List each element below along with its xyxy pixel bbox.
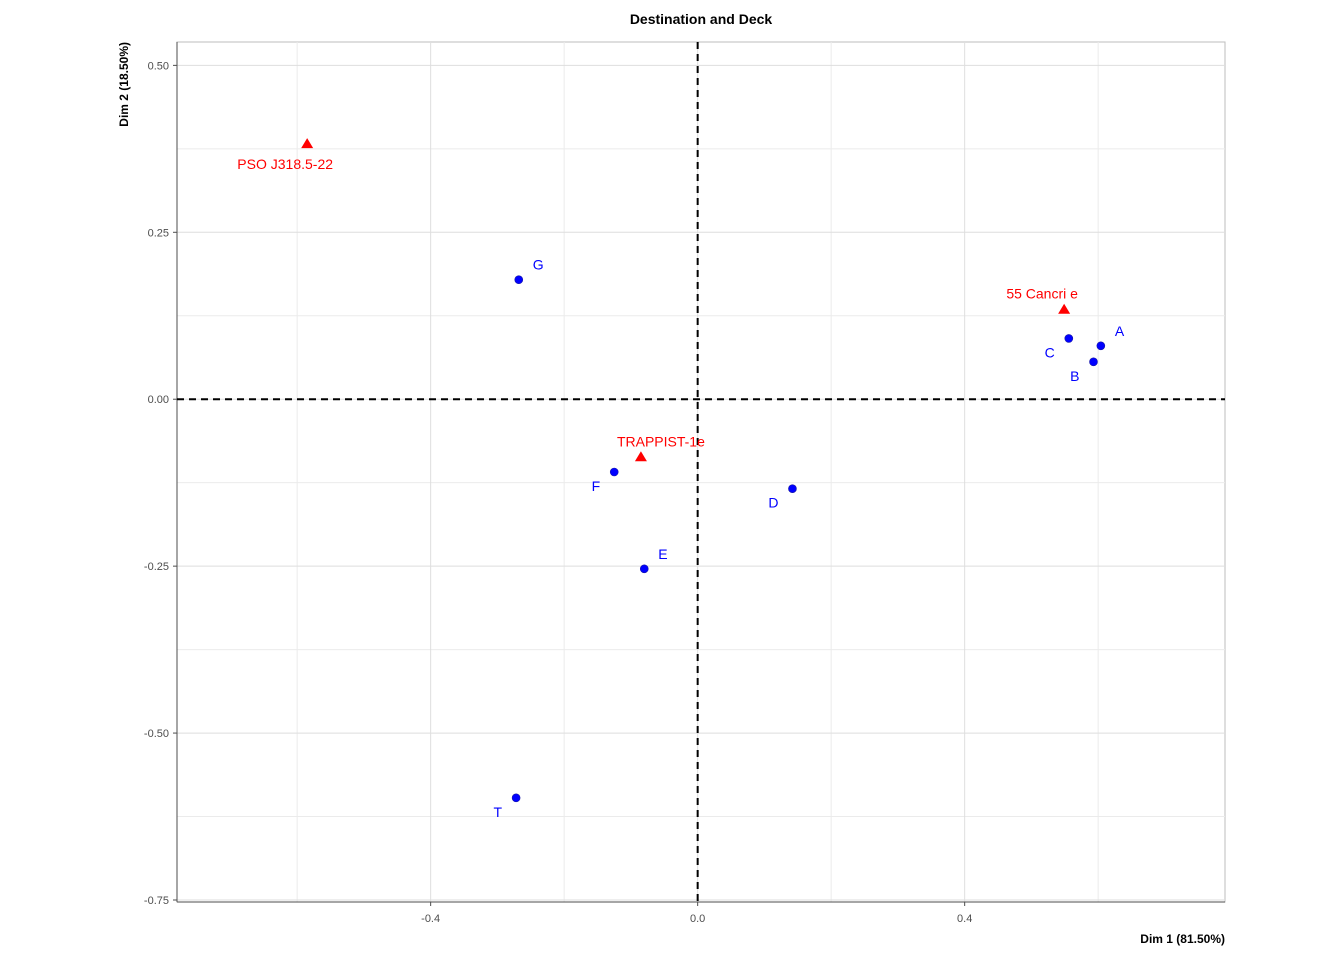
point-b <box>1089 357 1098 367</box>
point-trappist-1e <box>634 451 647 462</box>
reference-lines <box>177 42 1225 902</box>
point-55-cancri-e <box>1058 303 1071 314</box>
point-pso-j318-5-22 <box>301 138 314 149</box>
y-tick-label: 0.25 <box>148 227 169 239</box>
y-tick-label: 0.00 <box>148 394 169 406</box>
x-axis-ticks: -0.4 0.0 0.4 <box>421 902 972 925</box>
point-label-pso-j318-5-22: PSO J318.5-22 <box>237 156 333 172</box>
chart-title: Destination and Deck <box>630 11 773 27</box>
point-label-f: F <box>592 478 601 494</box>
point-c <box>1064 334 1074 343</box>
data-points: A BC D E F G T PSO J318.5-22 55 Cancri e TRAPPIST… <box>237 138 1125 820</box>
point-label-55-cancri-e: 55 Cancri e <box>1006 286 1078 302</box>
point-f <box>609 467 619 477</box>
grid-lines <box>176 42 1225 903</box>
point-a <box>1096 341 1106 351</box>
y-tick-label: -0.75 <box>144 895 169 907</box>
y-tick-label: -0.25 <box>144 561 169 573</box>
point-g <box>514 275 524 285</box>
x-axis-title: Dim 1 (81.50%) <box>1140 932 1225 946</box>
y-tick-label: -0.50 <box>144 728 169 740</box>
point-label-a: A <box>1115 323 1125 339</box>
point-label-d: D <box>768 495 778 511</box>
x-tick-label: -0.4 <box>421 913 440 925</box>
point-d <box>788 484 797 493</box>
point-e <box>639 564 649 574</box>
point-label-trappist-1e: TRAPPIST-1e <box>617 433 705 449</box>
x-tick-label: 0.0 <box>690 913 705 925</box>
y-axis-ticks: 0.50 0.25 0.00 -0.25 -0.50 -0.75 <box>144 60 177 907</box>
point-label-c: C <box>1045 344 1055 360</box>
y-axis-title: Dim 2 (18.50%) <box>117 42 131 127</box>
point-label-g: G <box>533 257 544 273</box>
point-t <box>511 793 521 803</box>
y-tick-label: 0.50 <box>148 60 169 72</box>
point-label-e: E <box>658 546 667 562</box>
x-tick-label: 0.4 <box>957 913 972 925</box>
point-label-t: T <box>494 804 503 820</box>
point-label-b: B <box>1070 368 1079 384</box>
plot-panel <box>176 41 1226 903</box>
